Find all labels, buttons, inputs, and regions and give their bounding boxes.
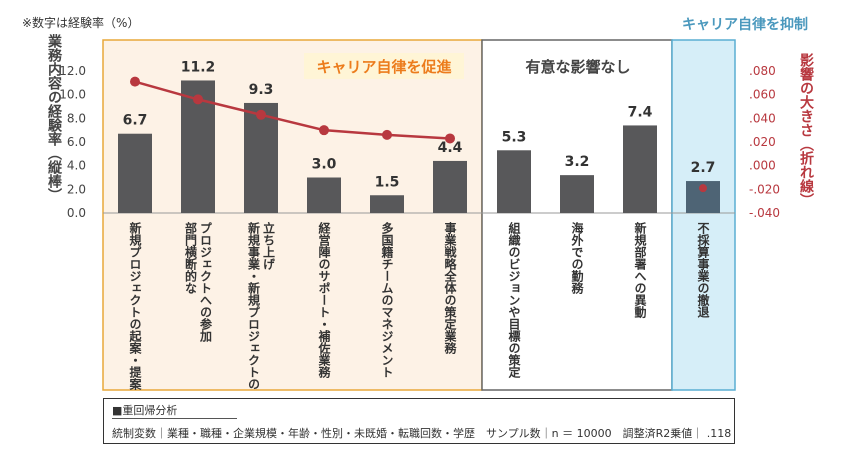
y2-tick-label: .000 <box>749 159 776 173</box>
category-label: プロジェクトへの参加 <box>199 222 213 343</box>
note-text: ※数字は経験率（%） <box>22 16 140 30</box>
bar-value-label: 3.2 <box>565 154 590 170</box>
bar <box>497 150 531 213</box>
neutral-title-bg <box>512 53 644 79</box>
bar <box>560 175 594 213</box>
y2-tick-label: .080 <box>749 64 776 78</box>
bar-value-label: 1.5 <box>375 174 400 190</box>
y2-tick-label: .040 <box>749 111 776 125</box>
bar-value-label: 7.4 <box>628 104 653 120</box>
bar-value-label: 5.3 <box>502 129 527 145</box>
bar <box>307 177 341 213</box>
y-axis-title: 業務内容の経験率（縦棒） <box>46 33 63 202</box>
suppress-group-title: キャリア自律を抑制 <box>682 17 808 33</box>
promote-title-bg <box>304 53 464 79</box>
promote-group-title: キャリア自律を促進 <box>316 58 452 76</box>
category-label: 事業戦略全体の策定業務 <box>443 221 457 355</box>
bar-value-label: 3.0 <box>312 157 337 173</box>
regression-title: ■重回帰分析 <box>112 402 238 419</box>
effect-line <box>134 80 451 140</box>
bar-value-label: 11.2 <box>181 59 216 75</box>
bar-value-label: 4.4 <box>438 140 463 156</box>
bar-value-label: 6.7 <box>123 113 148 129</box>
y2-tick-label: .020 <box>749 135 776 149</box>
regression-controls: 統制変数｜業種・職種・企業規模・年齢・性別・未既婚・転職回数・学歴 サンプル数｜… <box>112 427 732 440</box>
y-tick-label: 2.0 <box>67 182 86 196</box>
bar <box>244 102 278 213</box>
category-label: 経営陣のサポート・補佐業務 <box>317 221 331 379</box>
category-label: 不採算事業の撤退 <box>696 222 710 319</box>
y2-tick-label: -.020 <box>749 182 780 196</box>
y2-tick-label: -.040 <box>749 206 780 220</box>
y-tick-label: 0.0 <box>67 206 86 220</box>
neutral-group-panel <box>481 39 673 391</box>
effect-point <box>319 125 329 136</box>
y-tick-label: 8.0 <box>67 111 86 125</box>
effect-point <box>445 133 455 144</box>
category-label: 立ち上げ <box>262 221 276 271</box>
effect-point <box>699 184 707 193</box>
y2-tick-label: .060 <box>749 88 776 102</box>
y-tick-label: 6.0 <box>67 135 86 149</box>
bar <box>623 125 657 213</box>
y-tick-label: 10.0 <box>59 88 86 102</box>
promote-group-panel <box>102 39 483 391</box>
category-label: 新規プロジェクトの起案・提案 <box>128 221 142 391</box>
y-tick-label: 12.0 <box>59 64 86 78</box>
effect-point <box>130 76 140 87</box>
category-label: 海外での勤務 <box>570 221 584 295</box>
category-label: 多国籍チームのマネジメント <box>380 221 394 378</box>
suppress-group-panel <box>671 39 736 391</box>
effect-point <box>193 94 203 105</box>
bar-value-label: 9.3 <box>249 82 274 98</box>
bar <box>433 160 467 213</box>
category-label: 新規事業・新規プロジェクトの <box>247 221 261 390</box>
neutral-group-title: 有意な影響なし <box>525 58 630 76</box>
bar <box>370 195 404 213</box>
y2-axis-title: 影響の大きさ（折れ線） <box>798 53 815 207</box>
category-label: 組織のビジョンや目標の策定 <box>507 221 521 379</box>
category-label: 部門横断的な <box>184 221 198 295</box>
effect-point <box>256 109 266 120</box>
bar <box>118 133 152 213</box>
category-label: 新規部署への異動 <box>633 221 647 319</box>
bar-value-label: 2.7 <box>691 160 716 176</box>
regression-note: ■重回帰分析 統制変数｜業種・職種・企業規模・年齢・性別・未既婚・転職回数・学歴… <box>103 398 735 444</box>
y-tick-label: 4.0 <box>67 159 86 173</box>
effect-point <box>382 129 392 140</box>
